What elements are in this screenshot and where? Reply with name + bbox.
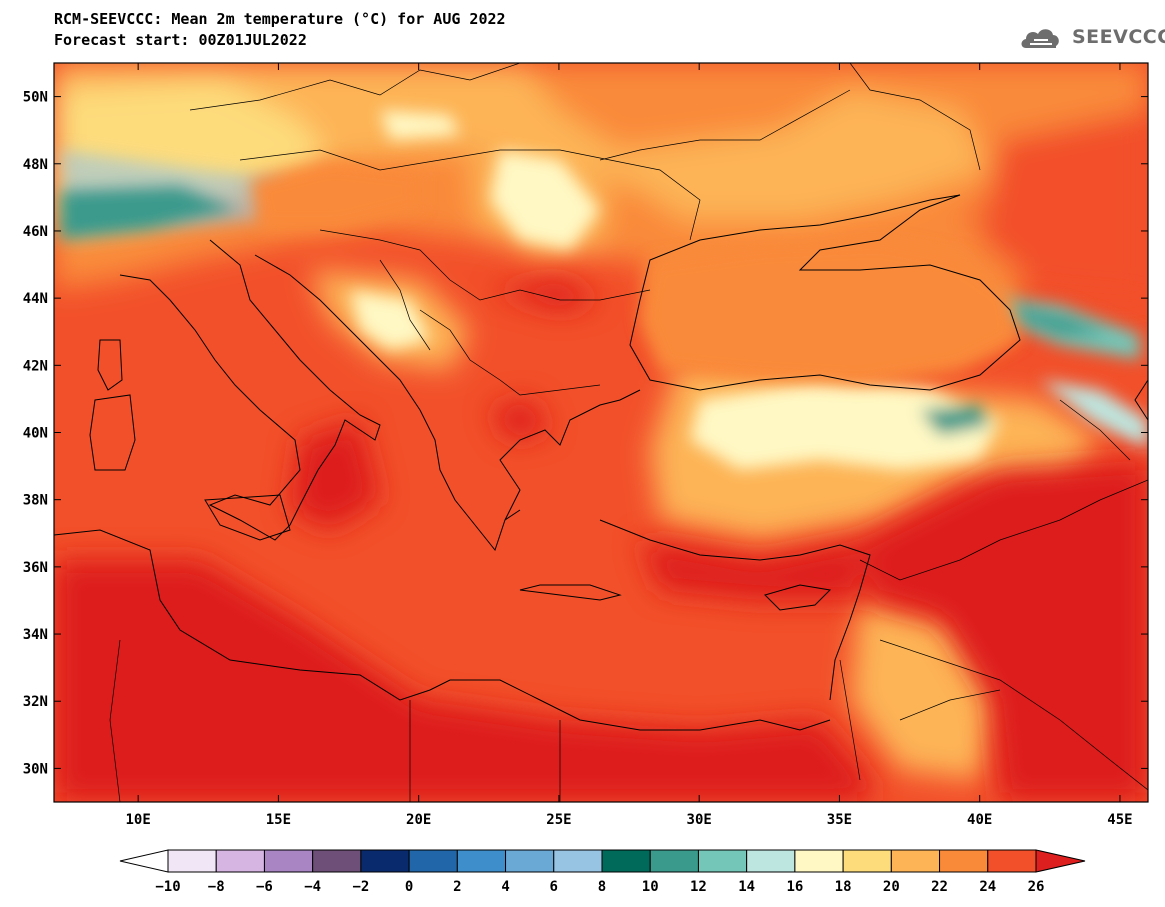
colorbar-swatch xyxy=(360,849,410,873)
colorbar-swatch xyxy=(697,849,748,873)
colorbar-swatch xyxy=(649,849,699,873)
lat-tick-label: 50N xyxy=(23,90,48,106)
country-borders xyxy=(109,63,1148,802)
colorbar-under-arrow xyxy=(119,849,169,873)
lon-tick-label: 15E xyxy=(266,812,291,828)
colorbar-over-arrow xyxy=(1035,849,1086,873)
temperature-field xyxy=(54,63,1148,802)
lon-tick-label: 20E xyxy=(406,812,431,828)
colorbar-label: 26 xyxy=(1028,879,1045,895)
colorbar-label: 0 xyxy=(405,879,413,895)
colorbar-label: −10 xyxy=(155,879,180,895)
lat-tick-label: 36N xyxy=(23,560,48,576)
lat-tick-label: 44N xyxy=(23,291,48,307)
colorbar: −10 −8 −6 −4 −2 0 2 4 6 8 10 12 14 16 18 20 22 24 26 xyxy=(119,849,1086,895)
lon-tick-label: 30E xyxy=(687,812,712,828)
lat-tick-label: 32N xyxy=(23,694,48,710)
colorbar-label: 24 xyxy=(979,879,996,895)
colorbar-swatch xyxy=(215,849,265,873)
colorbar-swatch xyxy=(939,849,989,873)
colorbar-swatch xyxy=(794,849,844,873)
lon-tick-label: 10E xyxy=(126,812,151,828)
logo-text: SEEVCCC xyxy=(1072,26,1165,48)
lon-tick-label: 40E xyxy=(967,812,992,828)
cloud-icon xyxy=(1021,29,1059,48)
forecast-start: Forecast start: 00Z01JUL2022 xyxy=(54,31,307,49)
colorbar-label: −8 xyxy=(208,879,225,895)
lat-tick-label: 42N xyxy=(23,358,48,374)
coastlines xyxy=(54,194,1148,731)
colorbar-swatch xyxy=(601,849,651,873)
lat-tick-label: 34N xyxy=(23,627,48,643)
colorbar-swatch xyxy=(553,849,603,873)
lon-tick-label: 25E xyxy=(546,812,571,828)
colorbar-label: 2 xyxy=(453,879,461,895)
longitude-axis: 10E 15E 20E 25E 30E 35E 40E 45E xyxy=(126,63,1133,828)
colorbar-label: 4 xyxy=(501,879,509,895)
colorbar-label: 22 xyxy=(931,879,948,895)
colorbar-swatch xyxy=(842,849,892,873)
lat-tick-label: 46N xyxy=(23,224,48,240)
colorbar-label: 12 xyxy=(690,879,707,895)
lat-tick-label: 30N xyxy=(23,761,48,777)
lon-tick-label: 35E xyxy=(827,812,852,828)
colorbar-swatch xyxy=(167,849,217,873)
colorbar-label: −4 xyxy=(304,879,321,895)
colorbar-label: 8 xyxy=(598,879,606,895)
colorbar-swatch xyxy=(408,849,458,873)
map-title: RCM-SEEVCCC: Mean 2m temperature (°C) fo… xyxy=(54,10,506,28)
lat-tick-label: 48N xyxy=(23,157,48,173)
colorbar-swatch xyxy=(505,849,555,873)
colorbar-swatch xyxy=(456,849,507,873)
colorbar-label: −6 xyxy=(256,879,273,895)
colorbar-swatch xyxy=(263,849,314,873)
colorbar-label: 14 xyxy=(738,879,755,895)
colorbar-swatch xyxy=(987,849,1037,873)
colorbar-swatch xyxy=(312,849,362,873)
lat-tick-label: 38N xyxy=(23,493,48,509)
colorbar-label: −2 xyxy=(352,879,369,895)
lon-tick-label: 45E xyxy=(1107,812,1132,828)
colorbar-swatch xyxy=(890,849,941,873)
colorbar-label: 6 xyxy=(550,879,558,895)
colorbar-label: 10 xyxy=(642,879,659,895)
colorbar-label: 16 xyxy=(786,879,803,895)
colorbar-label: 18 xyxy=(835,879,852,895)
colorbar-label: 20 xyxy=(883,879,900,895)
colorbar-swatch xyxy=(746,849,796,873)
lat-tick-label: 40N xyxy=(23,426,48,442)
latitude-axis: 50N 48N 46N 44N 42N 40N 38N 36N 34N 32N 30N xyxy=(23,90,1148,777)
